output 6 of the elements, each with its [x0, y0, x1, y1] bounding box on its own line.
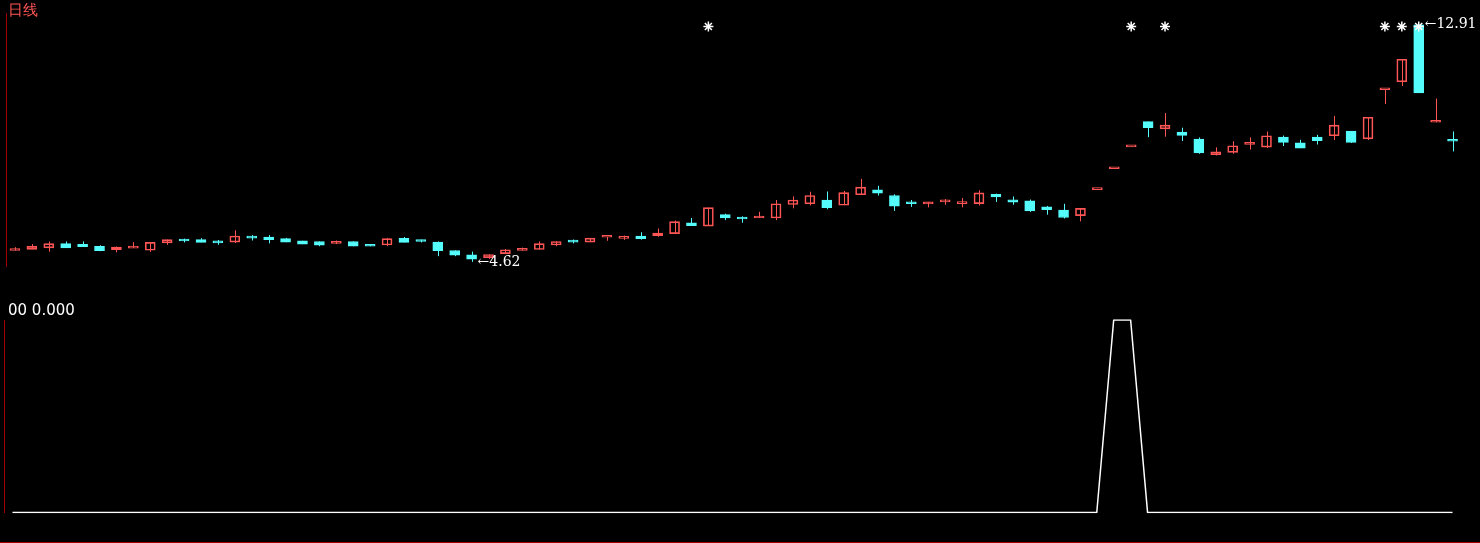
candlestick: [1447, 131, 1458, 152]
annotation: ←12.91: [1424, 15, 1477, 32]
chart-title: 日线: [8, 1, 38, 20]
chart-title: 00 0.000: [8, 301, 75, 319]
annotation: ←4.62: [477, 252, 521, 269]
candlestick: [703, 207, 714, 227]
